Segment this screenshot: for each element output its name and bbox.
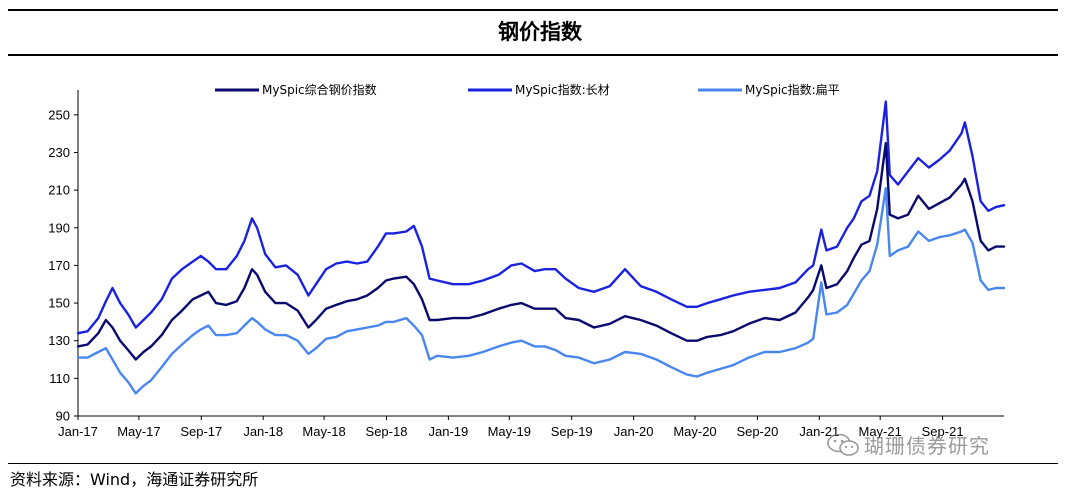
x-tick-label: May-18 xyxy=(302,424,345,439)
steel-price-chart: 90 110 130 150 170 190 210 230 250 Jan-17 May-17 Se… xyxy=(48,82,1006,439)
x-tick-label: May-17 xyxy=(117,424,160,439)
series-line-2 xyxy=(76,186,1006,395)
x-tick-label: Jan-18 xyxy=(243,424,283,439)
x-tick-label: Jan-19 xyxy=(429,424,469,439)
watermark-text: 瑚珊债券研究 xyxy=(864,434,990,458)
top-rule xyxy=(8,9,1058,11)
bottom-rule xyxy=(8,463,1058,464)
x-tick-label: May-19 xyxy=(488,424,531,439)
legend-label-0: MySpic综合钢价指数 xyxy=(262,82,377,97)
x-tick-label: Sep-19 xyxy=(551,424,593,439)
legend: MySpic综合钢价指数 MySpic指数:长材 MySpic指数:扁平 xyxy=(215,82,840,97)
axes: 90 110 130 150 170 190 210 230 250 Jan-17 May-17 Se… xyxy=(48,90,1004,439)
series-line-1 xyxy=(76,100,1006,335)
y-tick-label: 110 xyxy=(49,371,70,386)
y-tick-label: 190 xyxy=(48,220,70,235)
x-tick-label: Jan-21 xyxy=(799,424,839,439)
x-tick-label: Jan-17 xyxy=(58,424,98,439)
y-tick-label: 170 xyxy=(48,258,70,273)
x-tick-label: Jan-20 xyxy=(614,424,654,439)
x-tick-label: Sep-17 xyxy=(180,424,222,439)
y-tick-label: 150 xyxy=(48,296,70,311)
x-tick-label: Sep-18 xyxy=(366,424,408,439)
y-tick-label: 90 xyxy=(56,409,70,424)
y-tick-label: 230 xyxy=(48,145,70,160)
legend-label-2: MySpic指数:扁平 xyxy=(745,82,840,97)
series-lines xyxy=(76,100,1006,395)
legend-label-1: MySpic指数:长材 xyxy=(515,82,610,97)
title-rule xyxy=(8,54,1058,56)
page-title: 钢价指数 xyxy=(498,20,582,44)
y-tick-label: 130 xyxy=(48,333,70,348)
wechat-icon xyxy=(827,433,859,456)
x-tick-label: Sep-20 xyxy=(736,424,778,439)
x-tick-label: Sep-21 xyxy=(922,424,964,439)
series-line-0 xyxy=(76,141,1006,361)
x-tick-label: May-21 xyxy=(859,424,902,439)
x-tick-label: May-20 xyxy=(673,424,716,439)
source-note: 资料来源：Wind，海通证券研究所 xyxy=(10,470,259,489)
y-tick-label: 210 xyxy=(48,183,70,198)
watermark: 瑚珊债券研究 xyxy=(826,430,990,459)
y-tick-label: 250 xyxy=(48,107,70,122)
